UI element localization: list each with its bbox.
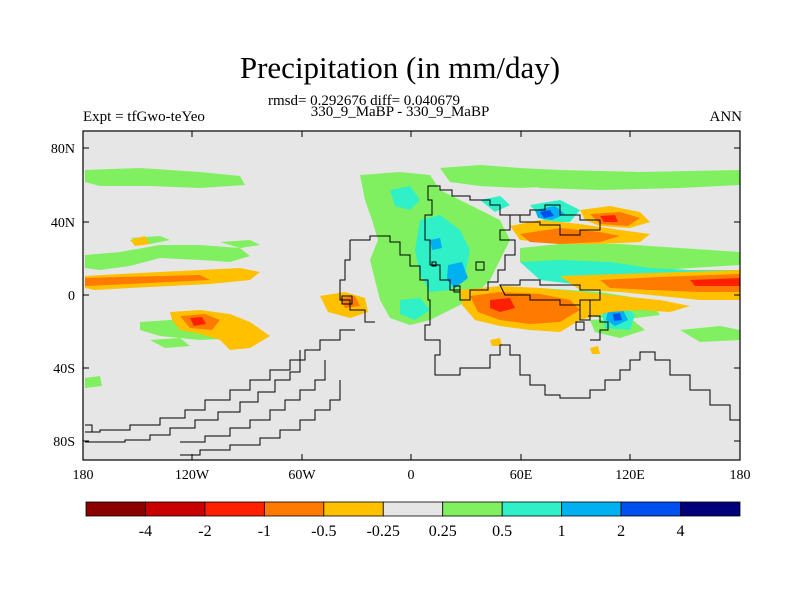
colorbar-label: -1: [258, 523, 271, 540]
plot-title: Precipitation (in mm/day): [239, 50, 561, 85]
colorbar-swatch: [620, 501, 681, 517]
case-line: 330_9_MaBP - 330_9_MaBP: [310, 104, 490, 120]
continent-outlines: [85, 185, 740, 456]
stats-line: rmsd= 0.292676 diff= 0.040679: [267, 93, 461, 109]
colorbar-swatch: [680, 501, 741, 517]
tick-marks: [83, 131, 740, 460]
lon-tick-120e: 120E: [615, 468, 645, 483]
colorbar-swatch: [204, 501, 265, 517]
lon-tick-60w: 60W: [288, 468, 316, 483]
lat-tick-labels: 80N 40N 0 40S 80S: [51, 142, 75, 450]
lat-tick-40s: 40S: [53, 362, 75, 377]
lat-tick-40n: 40N: [51, 216, 75, 231]
colorbar: -4 -2 -1 -0.5 -0.25 0.25 0.5 1 2 4: [85, 501, 741, 540]
precip-field: [85, 165, 740, 388]
season-label: ANN: [709, 109, 743, 125]
colorbar-label: 4: [677, 523, 685, 540]
colorbar-swatch: [561, 501, 622, 517]
lon-tick-120w: 120W: [175, 468, 210, 483]
colorbar-label: 2: [617, 523, 625, 540]
lon-tick-0: 0: [408, 468, 415, 483]
colorbar-swatch: [323, 501, 384, 517]
colorbar-label: -0.25: [367, 523, 400, 540]
lon-tick-labels: 180 120W 60W 0 60E 120E 180: [73, 468, 751, 483]
colorbar-swatch: [263, 501, 325, 517]
expt-label: Expt = tfGwo-teYeo: [83, 109, 205, 125]
colorbar-swatch: [145, 501, 206, 517]
lon-tick-180w: 180: [73, 468, 94, 483]
lon-tick-60e: 60E: [510, 468, 533, 483]
colorbar-label: 0.25: [429, 523, 457, 540]
colorbar-swatch: [85, 501, 146, 517]
colorbar-label: -2: [198, 523, 211, 540]
colorbar-swatch: [442, 501, 503, 517]
colorbar-label: -0.5: [311, 523, 336, 540]
colorbar-label: 1: [558, 523, 566, 540]
colorbar-label: -4: [139, 523, 152, 540]
lon-tick-180e: 180: [730, 468, 751, 483]
colorbar-label: 0.5: [492, 523, 512, 540]
lat-tick-80n: 80N: [51, 142, 75, 157]
lat-tick-0: 0: [68, 289, 75, 304]
colorbar-swatch: [382, 501, 444, 517]
lat-tick-80s: 80S: [53, 435, 75, 450]
colorbar-swatch: [501, 501, 563, 517]
